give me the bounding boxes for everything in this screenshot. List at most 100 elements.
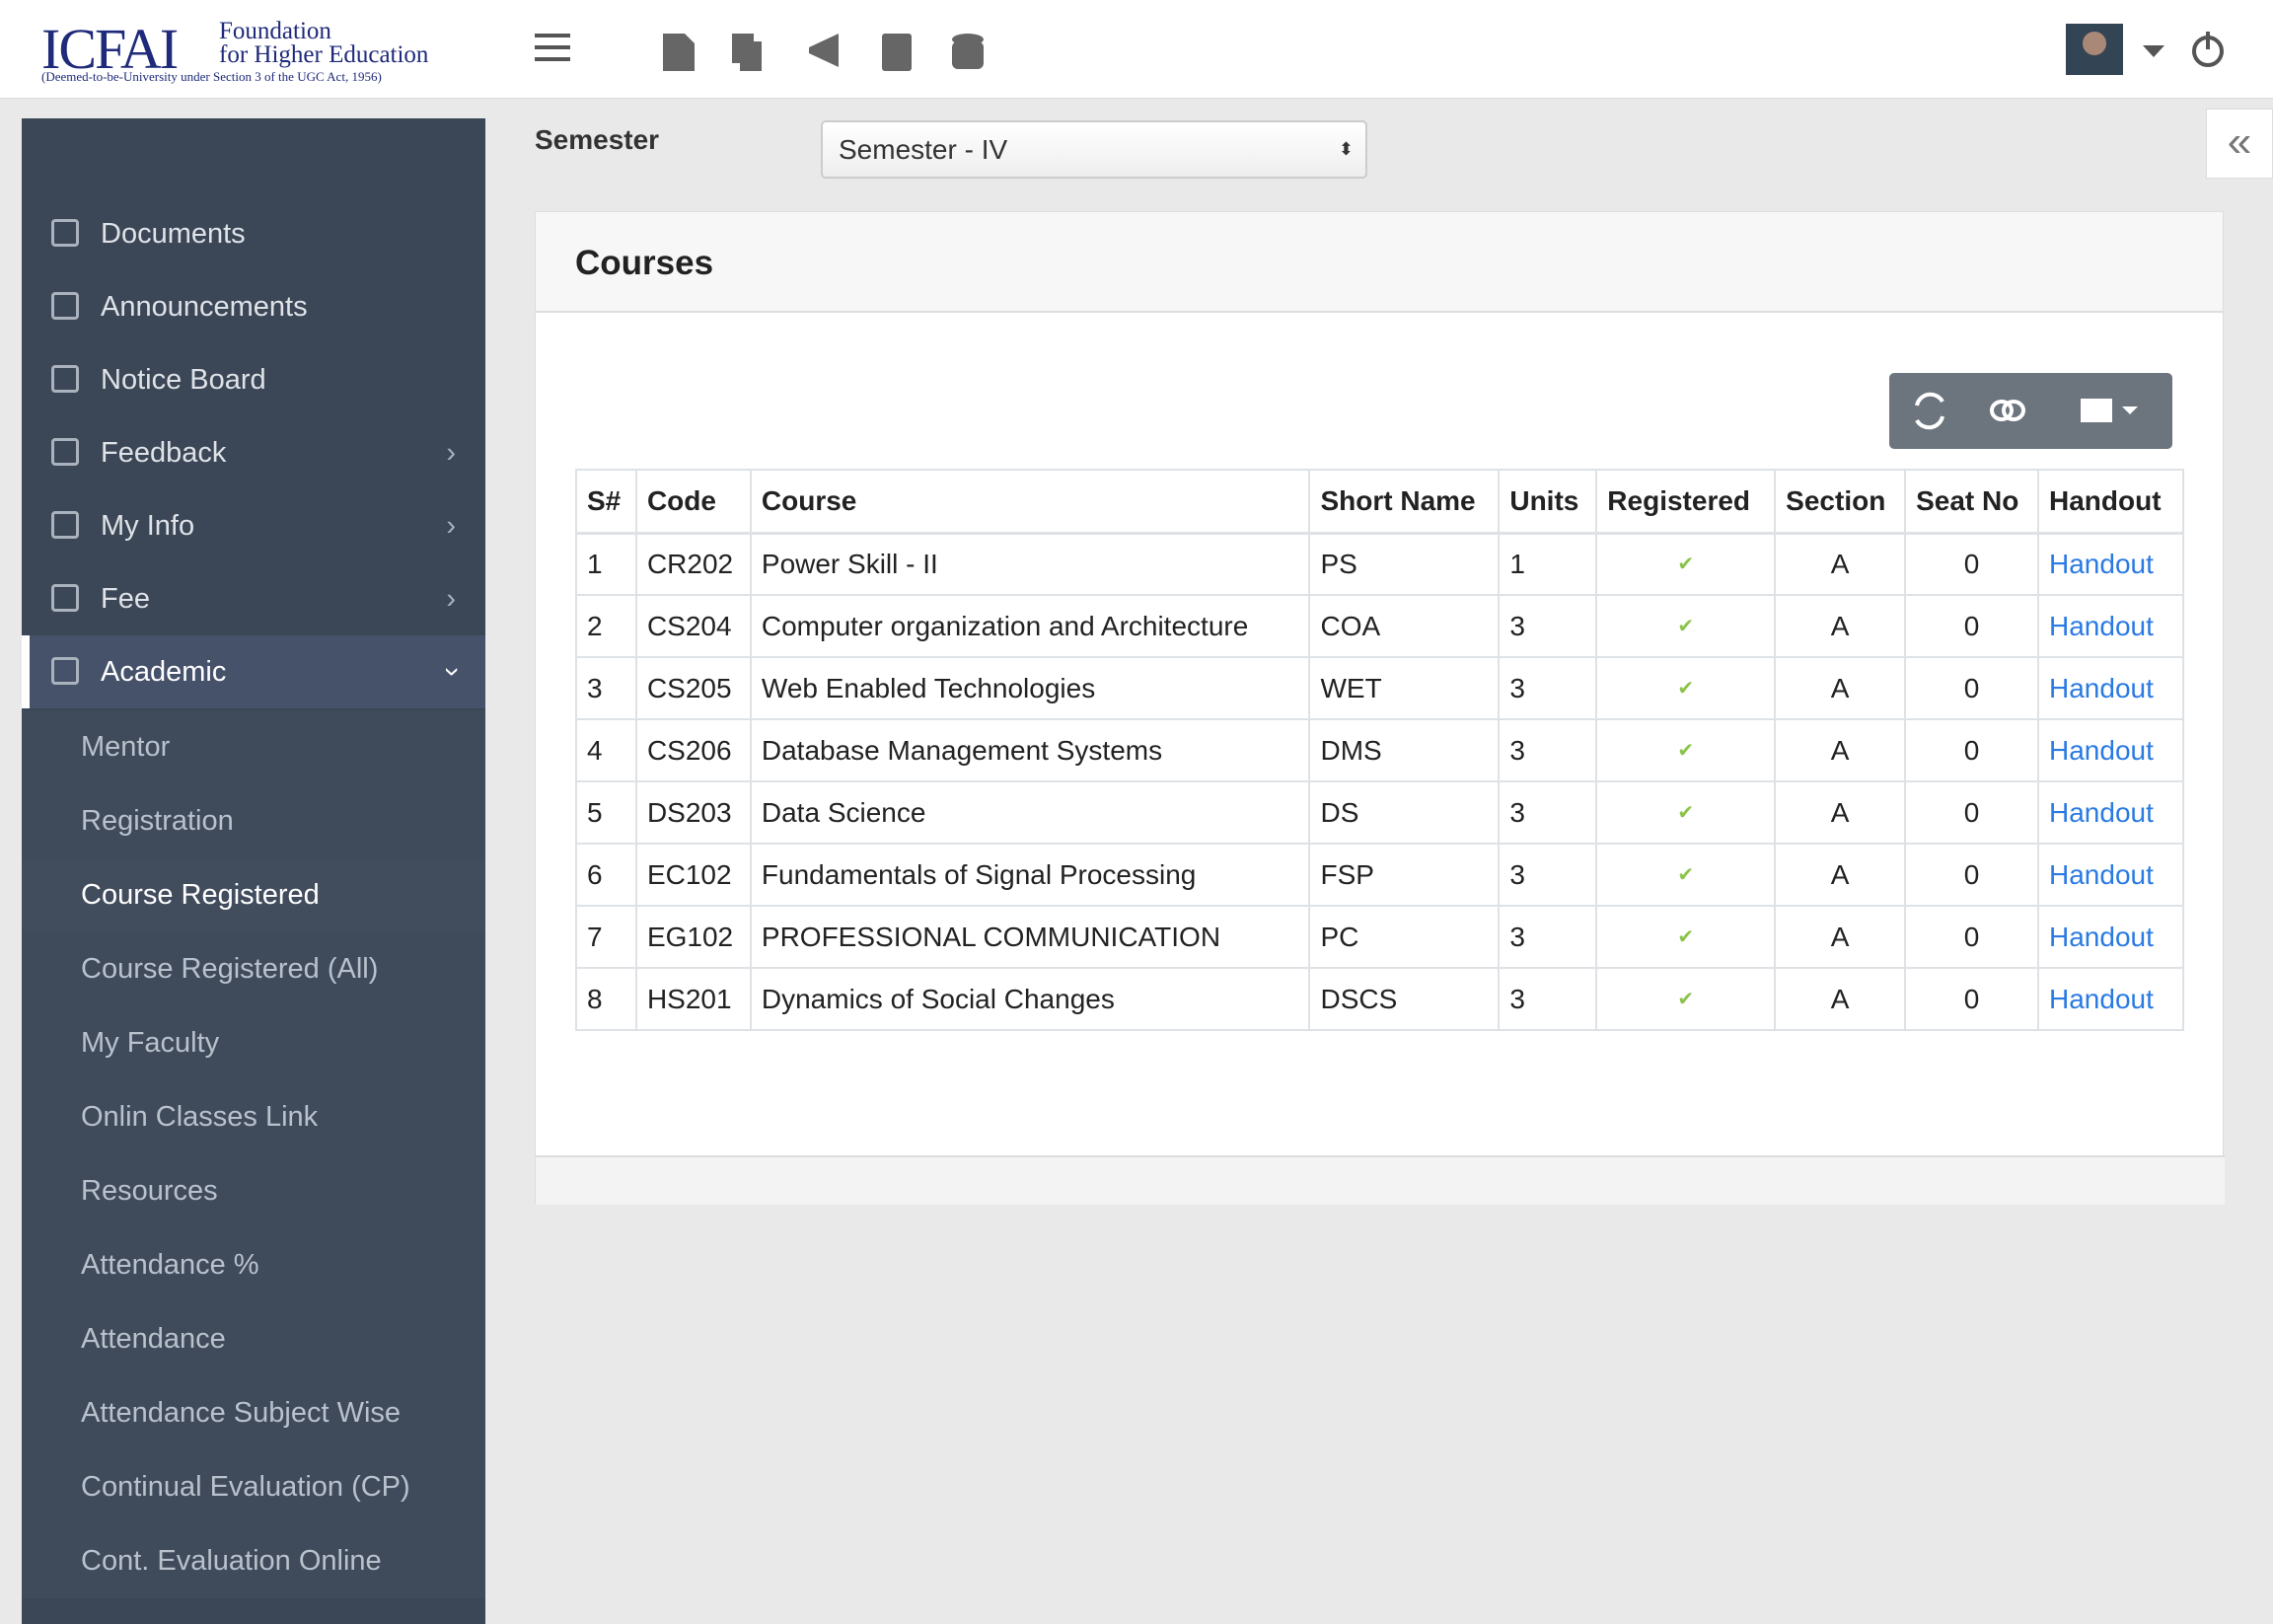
card: Courses S# Code Course Short Name Units Regis… bbox=[535, 211, 2225, 1205]
cell: Handout bbox=[2037, 532, 2184, 596]
column-header: S# bbox=[575, 469, 637, 535]
table-row: 2 CS204 Computer organization and Architec… bbox=[575, 594, 2184, 658]
select-arrow: ⬍ bbox=[1338, 139, 1354, 159]
submenu-item[interactable]: Onlin Classes Link bbox=[22, 1080, 485, 1154]
cell: 3 bbox=[1498, 594, 1598, 658]
registered-check: ✔ bbox=[1595, 967, 1777, 1031]
submenu-item[interactable]: Course Registered bbox=[22, 858, 485, 932]
header-row: S# Code Course Short Name Units Registered Sec… bbox=[575, 469, 2184, 535]
cell: PROFESSIONAL COMMUNICATION bbox=[749, 905, 1311, 969]
submenu-item[interactable]: Registration bbox=[22, 784, 485, 858]
submenu-item[interactable]: Cont. Evaluation Online bbox=[22, 1524, 485, 1598]
submenu-item[interactable]: Attendance bbox=[22, 1302, 485, 1376]
column-header: Units bbox=[1498, 469, 1598, 535]
menu-item[interactable]: Feedback › bbox=[22, 416, 485, 489]
table-toolbar bbox=[1889, 373, 2172, 449]
cell: HS201 bbox=[634, 967, 752, 1031]
chevron: › bbox=[437, 667, 470, 677]
user-controls[interactable] bbox=[2066, 24, 2234, 79]
handout-link[interactable]: Handout bbox=[2049, 858, 2154, 890]
submenu-item[interactable]: Course Registered (All) bbox=[22, 932, 485, 1006]
cell: 0 bbox=[1904, 594, 2040, 658]
cell: Web Enabled Technologies bbox=[749, 656, 1311, 720]
cell: Handout bbox=[2037, 594, 2184, 658]
toolbar-icons bbox=[1915, 392, 2138, 430]
cell: CR202 bbox=[634, 532, 752, 596]
menu-icon bbox=[51, 292, 79, 320]
cell: Handout bbox=[2037, 843, 2184, 907]
cell: 3 bbox=[1498, 905, 1598, 969]
chevron: › bbox=[446, 510, 456, 542]
menu-item[interactable]: Notice Board bbox=[22, 343, 485, 416]
menu-item[interactable]: Academic › bbox=[22, 635, 485, 708]
submenu-item[interactable]: Resources bbox=[22, 1154, 485, 1228]
menu-item[interactable]: Documents bbox=[22, 197, 485, 270]
cell: PS bbox=[1308, 532, 1501, 596]
handout-link[interactable]: Handout bbox=[2049, 734, 2154, 766]
cell: DS bbox=[1308, 780, 1501, 845]
courses-table: S# Code Course Short Name Units Registered Sec… bbox=[575, 469, 2184, 1031]
semester-select[interactable]: Semester - IV ⬍ bbox=[821, 120, 1367, 179]
cell: 0 bbox=[1904, 843, 2040, 907]
filter-label: Semester bbox=[535, 124, 660, 155]
cell: A bbox=[1774, 656, 1907, 720]
handout-link[interactable]: Handout bbox=[2049, 548, 2154, 579]
chevron: › bbox=[446, 437, 456, 469]
toggle-button[interactable] bbox=[1983, 373, 2077, 449]
cell: Handout bbox=[2037, 905, 2184, 969]
sidebar: Documents Announcements Notice Board Feedba… bbox=[22, 118, 485, 1624]
card-footer bbox=[536, 1155, 2225, 1205]
handout-link[interactable]: Handout bbox=[2049, 796, 2154, 828]
cell: CS206 bbox=[634, 718, 752, 782]
cell: EG102 bbox=[634, 905, 752, 969]
logo-text: Foundation for Higher Education bbox=[219, 19, 428, 67]
column-header: Short Name bbox=[1308, 469, 1501, 535]
registered-check: ✔ bbox=[1595, 532, 1777, 596]
cell: 3 bbox=[1498, 656, 1598, 720]
logo-sub: (Deemed-to-be-University under Section 3… bbox=[41, 69, 382, 84]
submenu-item[interactable]: Continual Evaluation (CP) bbox=[22, 1450, 485, 1524]
collapse-button[interactable]: « bbox=[2206, 109, 2273, 179]
cell: 4 bbox=[575, 718, 637, 782]
column-header: Section bbox=[1774, 469, 1907, 535]
top-bar: ICFAI Foundation for Higher Education (De… bbox=[0, 0, 2273, 99]
menu-icon bbox=[51, 511, 79, 539]
menu-item[interactable]: Announcements bbox=[22, 270, 485, 343]
handout-link[interactable]: Handout bbox=[2049, 610, 2154, 641]
cell: FSP bbox=[1308, 843, 1501, 907]
logo: ICFAI bbox=[41, 17, 179, 81]
cell: Data Science bbox=[749, 780, 1311, 845]
submenu-item[interactable]: Attendance Subject Wise bbox=[22, 1376, 485, 1450]
table-row: 1 CR202 Power Skill - II PS 1 ✔ A 0 Handout bbox=[575, 532, 2184, 596]
registered-check: ✔ bbox=[1595, 905, 1777, 969]
column-header: Seat No bbox=[1904, 469, 2040, 535]
table-row: 6 EC102 Fundamentals of Signal Processing F… bbox=[575, 843, 2184, 907]
cell: 5 bbox=[575, 780, 637, 845]
cell: 1 bbox=[575, 532, 637, 596]
handout-link[interactable]: Handout bbox=[2049, 921, 2154, 952]
menu-item[interactable]: My Info › bbox=[22, 489, 485, 562]
select-value: Semester - IV bbox=[839, 134, 1008, 165]
toolbar-icons bbox=[535, 34, 984, 71]
handout-link[interactable]: Handout bbox=[2049, 672, 2154, 703]
submenu-item[interactable]: My Faculty bbox=[22, 1006, 485, 1080]
handout-link[interactable]: Handout bbox=[2049, 983, 2154, 1014]
registered-check: ✔ bbox=[1595, 656, 1777, 720]
cell: A bbox=[1774, 967, 1907, 1031]
cell: 3 bbox=[1498, 780, 1598, 845]
menu-icon bbox=[51, 438, 79, 466]
column-header: Handout bbox=[2037, 469, 2184, 535]
cell: Handout bbox=[2037, 656, 2184, 720]
refresh-button[interactable] bbox=[1889, 373, 1983, 449]
submenu-item[interactable]: Attendance % bbox=[22, 1228, 485, 1302]
menu-icon bbox=[51, 219, 79, 247]
columns-button[interactable] bbox=[2077, 373, 2172, 449]
submenu-item[interactable]: Mentor bbox=[22, 710, 485, 784]
registered-check: ✔ bbox=[1595, 718, 1777, 782]
cell: Handout bbox=[2037, 967, 2184, 1031]
cell: WET bbox=[1308, 656, 1501, 720]
registered-check: ✔ bbox=[1595, 780, 1777, 845]
column-header: Code bbox=[634, 469, 752, 535]
menu-item[interactable]: Fee › bbox=[22, 562, 485, 635]
